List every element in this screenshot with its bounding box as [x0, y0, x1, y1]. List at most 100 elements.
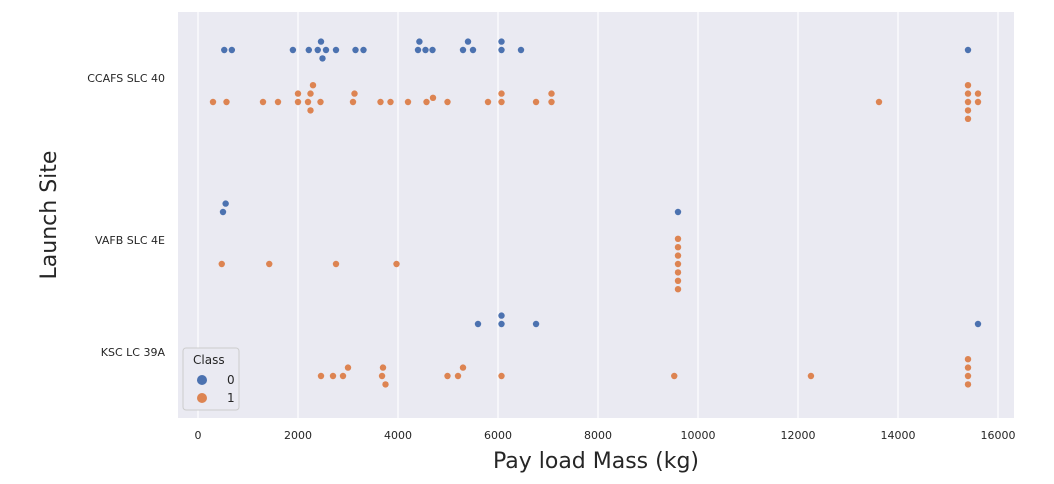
point-class-0: [228, 46, 236, 54]
point-class-0: [314, 46, 321, 54]
point-class-0: [360, 46, 367, 54]
point-class-1: [304, 98, 312, 106]
point-class-0: [352, 46, 359, 54]
point-class-1: [674, 286, 682, 293]
y-tick-label: KSC LC 39A: [101, 346, 166, 359]
y-tick-label: CCAFS SLC 40: [87, 72, 165, 85]
x-tick-label: 12000: [781, 429, 816, 442]
point-class-0: [219, 208, 227, 216]
x-tick-label: 6000: [484, 429, 512, 442]
point-class-1: [964, 82, 972, 89]
point-class-0: [964, 46, 972, 54]
point-class-0: [674, 208, 682, 216]
point-class-1: [964, 372, 972, 380]
point-class-0: [305, 46, 312, 54]
point-class-1: [964, 115, 972, 123]
point-class-1: [332, 260, 340, 268]
point-class-1: [532, 98, 540, 106]
legend-marker-class-1: [197, 393, 207, 403]
point-class-1: [266, 260, 273, 268]
x-axis-title: Pay load Mass (kg): [493, 449, 699, 474]
point-class-1: [329, 372, 337, 380]
point-class-1: [317, 98, 324, 106]
point-class-1: [964, 356, 972, 363]
point-class-0: [474, 320, 482, 328]
plot-area: [178, 12, 1014, 418]
legend-box: [182, 347, 240, 411]
point-class-1: [294, 90, 302, 97]
point-class-0: [459, 46, 467, 54]
point-class-1: [294, 98, 302, 106]
point-class-1: [351, 90, 358, 97]
point-class-0: [498, 312, 505, 319]
point-class-1: [964, 107, 972, 114]
point-class-1: [387, 98, 394, 106]
point-class-1: [674, 252, 682, 259]
point-class-0: [532, 320, 540, 328]
x-tick-labels: 0 2000 4000 6000 8000 10000 12000 14000 16000: [195, 429, 1016, 442]
point-class-1: [964, 90, 972, 97]
legend-label-class-0: 0: [227, 373, 235, 387]
point-class-0: [416, 38, 423, 45]
point-class-0: [498, 46, 505, 54]
data-points: [209, 38, 982, 388]
point-class-1: [484, 98, 492, 106]
point-class-1: [498, 90, 505, 97]
legend: Class 0 1: [182, 347, 240, 411]
point-class-1: [223, 98, 230, 106]
point-class-1: [344, 364, 352, 371]
point-class-0: [464, 38, 472, 45]
point-class-0: [974, 320, 982, 328]
point-class-1: [307, 107, 314, 114]
point-class-0: [517, 46, 525, 54]
point-class-1: [423, 98, 430, 106]
point-class-1: [429, 94, 437, 102]
point-class-1: [378, 372, 386, 380]
point-class-0: [322, 46, 330, 54]
point-class-1: [974, 90, 982, 97]
x-tick-label: 16000: [981, 429, 1016, 442]
point-class-1: [274, 98, 282, 106]
point-class-1: [674, 269, 682, 276]
point-class-1: [964, 98, 972, 106]
point-class-1: [974, 98, 982, 106]
point-class-1: [454, 372, 462, 380]
x-tick-label: 8000: [584, 429, 612, 442]
point-class-1: [218, 260, 225, 268]
point-class-1: [674, 244, 682, 251]
y-tick-label: VAFB SLC 4E: [95, 234, 165, 247]
point-class-1: [404, 98, 412, 106]
point-class-1: [875, 98, 883, 106]
point-class-1: [807, 372, 815, 380]
point-class-1: [671, 372, 678, 380]
x-tick-label: 14000: [881, 429, 916, 442]
point-class-1: [317, 372, 325, 380]
point-class-0: [221, 46, 228, 54]
point-class-1: [498, 98, 505, 106]
point-class-1: [349, 98, 357, 106]
grid-lines: [197, 12, 999, 418]
point-class-1: [377, 98, 384, 106]
y-tick-labels: CCAFS SLC 40 VAFB SLC 4E KSC LC 39A: [87, 72, 165, 359]
legend-marker-class-0: [197, 375, 207, 385]
point-class-0: [498, 320, 505, 328]
point-class-1: [548, 98, 555, 106]
point-class-0: [429, 46, 436, 54]
x-tick-label: 0: [195, 429, 202, 442]
legend-label-class-1: 1: [227, 391, 235, 405]
point-class-0: [319, 55, 326, 62]
point-class-1: [339, 372, 347, 380]
point-class-1: [379, 364, 387, 371]
point-class-0: [222, 200, 229, 207]
point-class-1: [459, 364, 467, 371]
point-class-0: [498, 38, 505, 45]
point-class-1: [548, 90, 555, 97]
point-class-1: [444, 98, 451, 106]
point-class-0: [289, 46, 297, 54]
point-class-1: [674, 260, 682, 268]
point-class-1: [498, 372, 505, 380]
point-class-1: [307, 90, 314, 97]
point-class-1: [259, 98, 267, 106]
point-class-1: [444, 372, 451, 380]
legend-title: Class: [193, 353, 225, 367]
